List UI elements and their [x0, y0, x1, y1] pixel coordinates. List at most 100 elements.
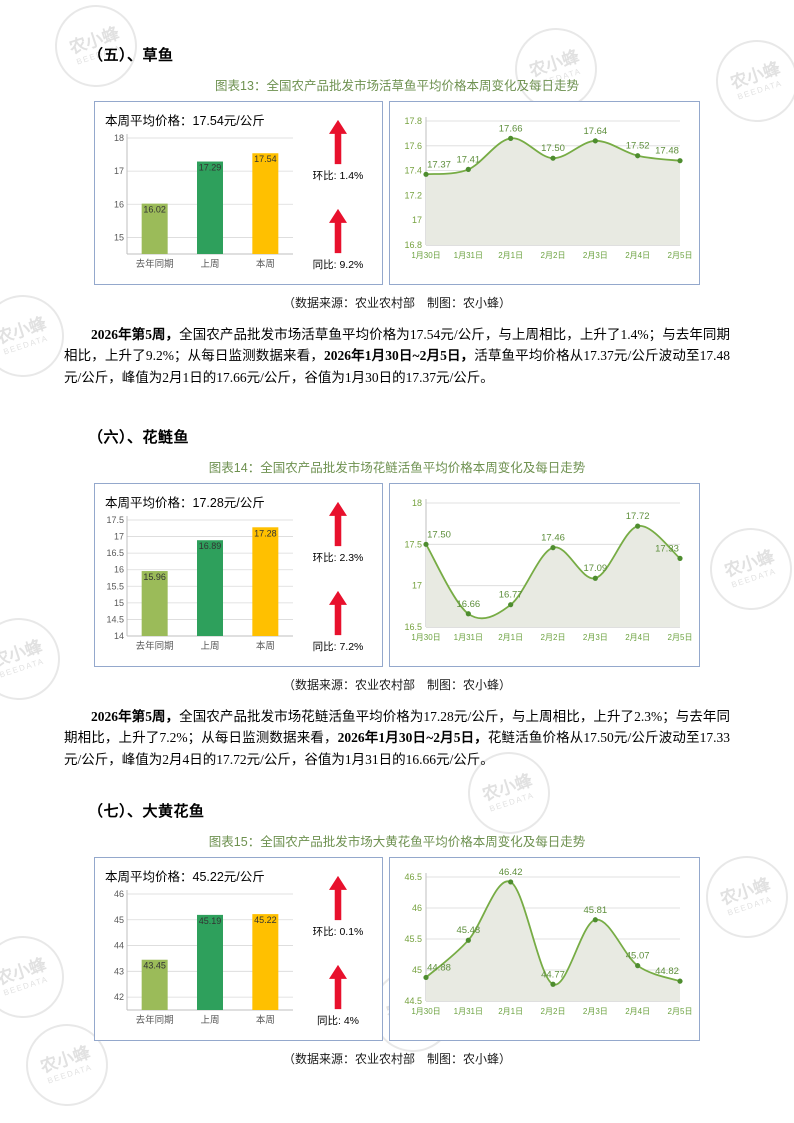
- svg-text:43.45: 43.45: [143, 961, 166, 971]
- svg-text:15.96: 15.96: [143, 572, 166, 582]
- svg-text:1月31日: 1月31日: [454, 1007, 483, 1016]
- yoy-label: 同比: 4%: [316, 1014, 359, 1027]
- svg-text:17: 17: [114, 166, 124, 176]
- svg-text:2月4日: 2月4日: [625, 1007, 650, 1016]
- svg-text:上周: 上周: [200, 259, 219, 270]
- svg-text:45.5: 45.5: [404, 934, 422, 944]
- svg-text:17.66: 17.66: [499, 123, 523, 134]
- up-arrow-icon: [329, 119, 347, 165]
- svg-text:本周: 本周: [256, 1014, 275, 1026]
- bar-chart: 15 16 17 18 16.02 去年同期 17.29 上周 17.54 本周: [114, 133, 293, 270]
- svg-text:上周: 上周: [200, 1015, 219, 1026]
- ratio-indicators: 环比: 0.1% 同比: 4%: [296, 872, 380, 1032]
- ratio-indicators: 环比: 1.4% 同比: 9.2%: [296, 116, 380, 276]
- svg-text:16.02: 16.02: [143, 205, 166, 215]
- svg-text:46: 46: [412, 903, 422, 913]
- svg-text:本周: 本周: [256, 640, 275, 652]
- svg-text:2月3日: 2月3日: [583, 1007, 608, 1016]
- svg-text:17.64: 17.64: [583, 126, 607, 137]
- bar-chart: 42 43 44 45 46 43.45 去年同期 45.19 上周 45.22 本周: [114, 889, 293, 1026]
- svg-text:15: 15: [114, 232, 124, 242]
- svg-text:45.07: 45.07: [626, 951, 650, 962]
- svg-text:17.8: 17.8: [404, 116, 422, 126]
- svg-text:本周: 本周: [256, 258, 275, 270]
- svg-text:2月4日: 2月4日: [625, 251, 650, 260]
- svg-text:42: 42: [114, 992, 124, 1002]
- week-average-price-label: 本周平均价格：17.54元/公斤: [105, 114, 265, 128]
- data-source-caption: （数据来源：农业农村部 制图：农小蜂）: [282, 296, 511, 310]
- svg-text:14.5: 14.5: [106, 614, 124, 624]
- svg-text:46.5: 46.5: [404, 872, 422, 882]
- svg-text:17.46: 17.46: [541, 533, 565, 544]
- svg-text:17.5: 17.5: [106, 515, 124, 525]
- svg-text:17.72: 17.72: [626, 511, 650, 522]
- ratio-indicators: 环比: 2.3% 同比: 7.2%: [296, 498, 380, 658]
- svg-text:18: 18: [412, 498, 422, 508]
- svg-text:1月31日: 1月31日: [454, 251, 483, 260]
- bar-chart: 14 14.5 15 15.5 16 16.5 17 17.5 15.96 去年同期 16.89 上周…: [106, 515, 293, 652]
- line-chart: 44.5 45 45.5 46 46.5 44.88 1月30日 45.48 1月31日 46.4…: [404, 867, 693, 1016]
- line-chart-panel: 16.8 17 17.2 17.4 17.6 17.8 17.37 1月30日 17.41 1月3…: [389, 101, 700, 285]
- svg-text:14: 14: [114, 631, 124, 641]
- svg-text:15.5: 15.5: [106, 581, 124, 591]
- line-chart-panel: 44.5 45 45.5 46 46.5 44.88 1月30日 45.48 1月31日 46.4…: [389, 856, 700, 1041]
- svg-text:17.33: 17.33: [655, 543, 679, 554]
- svg-text:16.8: 16.8: [404, 240, 422, 250]
- svg-text:2月4日: 2月4日: [625, 633, 650, 642]
- svg-text:2月1日: 2月1日: [498, 633, 523, 642]
- svg-text:2月5日: 2月5日: [668, 1007, 693, 1016]
- svg-text:17.52: 17.52: [626, 141, 650, 152]
- svg-text:17.48: 17.48: [655, 146, 679, 157]
- yoy-indicator: 同比: 4%: [317, 963, 359, 1028]
- mom-indicator: 环比: 0.1%: [313, 874, 363, 939]
- svg-text:17.29: 17.29: [199, 163, 222, 173]
- svg-text:44.82: 44.82: [655, 966, 679, 977]
- up-arrow-icon: [329, 875, 347, 921]
- chart-figure: 本周平均价格：17.28元/公斤 14 14.5 15 15.5 16 16.5 17 17.…: [64, 482, 730, 667]
- report-page: （五）、草鱼 图表13：全国农产品批发市场活草鱼平均价格本周变化及每日走势 本周…: [64, 44, 730, 1067]
- svg-text:44: 44: [114, 941, 124, 951]
- week-average-price-label: 本周平均价格：45.22元/公斤: [105, 869, 265, 884]
- data-source-caption: （数据来源：农业农村部 制图：农小蜂）: [282, 1051, 511, 1066]
- line-chart: 16.8 17 17.2 17.4 17.6 17.8 17.37 1月30日 17.41 1月3…: [404, 116, 692, 260]
- svg-text:2月5日: 2月5日: [668, 633, 693, 642]
- svg-text:46: 46: [114, 889, 124, 899]
- bar-chart-panel: 本周平均价格：17.54元/公斤 15 16 17 18 16.02 去年同期 17.29 上…: [94, 101, 383, 285]
- svg-text:1月30日: 1月30日: [411, 1007, 440, 1016]
- svg-text:17.50: 17.50: [541, 143, 565, 154]
- svg-text:16: 16: [114, 565, 124, 575]
- svg-text:上周: 上周: [200, 641, 219, 652]
- svg-text:44.77: 44.77: [541, 969, 565, 980]
- svg-text:17.4: 17.4: [404, 166, 422, 176]
- section-bighead-carp: （六）、花鲢鱼 图表14：全国农产品批发市场花鲢活鱼平均价格本周变化及每日走势 …: [64, 426, 730, 770]
- svg-text:44.5: 44.5: [404, 996, 422, 1006]
- svg-text:17.6: 17.6: [404, 141, 422, 151]
- svg-text:45: 45: [412, 965, 422, 975]
- svg-text:去年同期: 去年同期: [136, 1014, 174, 1026]
- chart-figure: 本周平均价格：45.22元/公斤 42 43 44 45 46 43.45 去年同期 45.1…: [64, 856, 730, 1041]
- svg-text:1月30日: 1月30日: [411, 633, 440, 642]
- section-heading: （五）、草鱼: [88, 47, 174, 64]
- svg-text:17: 17: [412, 215, 422, 225]
- chart-title: 图表13：全国农产品批发市场活草鱼平均价格本周变化及每日走势: [215, 79, 579, 93]
- up-arrow-icon: [328, 964, 347, 1010]
- section-heading: （六）、花鲢鱼: [88, 428, 190, 446]
- svg-text:16.66: 16.66: [456, 599, 480, 610]
- svg-text:2月2日: 2月2日: [541, 1007, 566, 1016]
- up-arrow-icon: [329, 590, 347, 636]
- chart-title: 图表14：全国农产品批发市场花鲢活鱼平均价格本周变化及每日走势: [208, 460, 586, 475]
- section-yellow-croaker: （七）、大黄花鱼 图表15：全国农产品批发市场大黄花鱼平均价格本周变化及每日走势…: [64, 800, 730, 1067]
- mom-label: 环比: 1.4%: [312, 170, 364, 182]
- svg-text:43: 43: [114, 966, 124, 976]
- section-grass-carp: （五）、草鱼 图表13：全国农产品批发市场活草鱼平均价格本周变化及每日走势 本周…: [64, 44, 730, 388]
- analysis-paragraph: 2026年第5周，全国农产品批发市场活草鱼平均价格为17.54元/公斤，与上周相…: [64, 327, 730, 385]
- bar-chart-panel: 本周平均价格：45.22元/公斤 42 43 44 45 46 43.45 去年同期 45.1…: [94, 856, 383, 1041]
- yoy-indicator: 同比: 7.2%: [312, 589, 364, 654]
- yoy-label: 同比: 7.2%: [312, 640, 364, 653]
- bar-chart-panel: 本周平均价格：17.28元/公斤 14 14.5 15 15.5 16 16.5 17 17.…: [94, 482, 383, 667]
- svg-text:17: 17: [412, 581, 422, 591]
- svg-text:2月2日: 2月2日: [541, 633, 566, 642]
- svg-text:去年同期: 去年同期: [136, 258, 174, 270]
- svg-text:1月31日: 1月31日: [454, 633, 483, 642]
- svg-text:46.42: 46.42: [499, 867, 523, 878]
